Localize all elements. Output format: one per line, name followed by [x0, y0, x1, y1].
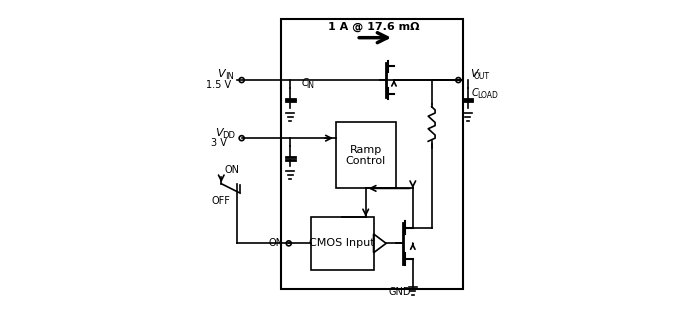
FancyBboxPatch shape	[311, 217, 374, 270]
FancyBboxPatch shape	[281, 19, 463, 289]
Text: V: V	[470, 69, 478, 79]
Text: 1.5 V: 1.5 V	[206, 80, 232, 90]
Text: OFF: OFF	[212, 196, 231, 206]
Text: ON: ON	[225, 165, 239, 175]
Text: V: V	[215, 127, 223, 138]
Text: CMOS Input: CMOS Input	[309, 238, 375, 248]
Text: DD: DD	[222, 131, 235, 140]
Text: LOAD: LOAD	[477, 91, 498, 100]
Text: 3 V: 3 V	[211, 138, 227, 148]
Text: V: V	[218, 69, 225, 79]
Text: Ramp
Control: Ramp Control	[346, 145, 386, 166]
Text: GND: GND	[389, 287, 412, 297]
Text: IN: IN	[225, 73, 234, 81]
Text: ON: ON	[269, 238, 284, 248]
Text: IN: IN	[307, 81, 315, 90]
FancyBboxPatch shape	[336, 122, 396, 188]
Text: OUT: OUT	[474, 73, 490, 81]
Text: C: C	[301, 78, 308, 88]
Text: 1 A @ 17.6 mΩ: 1 A @ 17.6 mΩ	[328, 22, 419, 32]
Text: C: C	[472, 88, 479, 98]
